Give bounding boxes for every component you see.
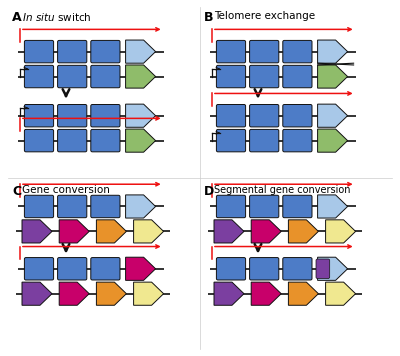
FancyBboxPatch shape [91, 129, 120, 152]
FancyBboxPatch shape [58, 104, 87, 127]
FancyBboxPatch shape [283, 104, 312, 127]
Polygon shape [126, 104, 156, 127]
FancyBboxPatch shape [216, 195, 246, 218]
FancyBboxPatch shape [283, 129, 312, 152]
Polygon shape [288, 282, 318, 305]
FancyBboxPatch shape [24, 104, 54, 127]
Polygon shape [318, 65, 348, 88]
FancyBboxPatch shape [216, 40, 246, 63]
Polygon shape [134, 282, 164, 305]
Polygon shape [318, 195, 348, 218]
FancyBboxPatch shape [91, 258, 120, 280]
Polygon shape [126, 40, 156, 63]
Polygon shape [326, 220, 356, 243]
Polygon shape [318, 257, 348, 281]
Polygon shape [59, 282, 89, 305]
Polygon shape [22, 220, 52, 243]
Polygon shape [59, 220, 89, 243]
FancyBboxPatch shape [283, 40, 312, 63]
FancyBboxPatch shape [58, 66, 87, 88]
Polygon shape [251, 220, 281, 243]
FancyBboxPatch shape [216, 66, 246, 88]
Text: D: D [204, 185, 214, 198]
Polygon shape [134, 220, 164, 243]
FancyBboxPatch shape [216, 104, 246, 127]
FancyBboxPatch shape [58, 195, 87, 218]
FancyBboxPatch shape [250, 129, 279, 152]
Polygon shape [214, 220, 244, 243]
Polygon shape [96, 220, 126, 243]
Polygon shape [126, 195, 156, 218]
FancyBboxPatch shape [316, 259, 330, 278]
FancyBboxPatch shape [216, 258, 246, 280]
FancyBboxPatch shape [58, 129, 87, 152]
FancyBboxPatch shape [216, 129, 246, 152]
FancyBboxPatch shape [24, 66, 54, 88]
FancyBboxPatch shape [91, 195, 120, 218]
Polygon shape [318, 40, 348, 63]
Polygon shape [251, 282, 281, 305]
Polygon shape [126, 257, 156, 281]
FancyBboxPatch shape [250, 258, 279, 280]
Polygon shape [126, 65, 156, 88]
Text: $\it{In\ situ}$ switch: $\it{In\ situ}$ switch [22, 11, 92, 23]
FancyBboxPatch shape [283, 66, 312, 88]
Text: B: B [204, 11, 214, 24]
Polygon shape [326, 282, 356, 305]
FancyBboxPatch shape [250, 195, 279, 218]
FancyBboxPatch shape [58, 40, 87, 63]
FancyBboxPatch shape [91, 104, 120, 127]
Text: Segmental gene conversion: Segmental gene conversion [214, 185, 350, 195]
Text: Telomere exchange: Telomere exchange [214, 11, 315, 21]
FancyBboxPatch shape [24, 129, 54, 152]
Polygon shape [214, 282, 244, 305]
Text: Gene conversion: Gene conversion [22, 185, 110, 195]
FancyBboxPatch shape [250, 66, 279, 88]
Polygon shape [318, 129, 348, 152]
FancyBboxPatch shape [58, 258, 87, 280]
FancyBboxPatch shape [250, 40, 279, 63]
FancyBboxPatch shape [283, 258, 312, 280]
FancyBboxPatch shape [24, 195, 54, 218]
FancyBboxPatch shape [24, 258, 54, 280]
FancyBboxPatch shape [250, 104, 279, 127]
Polygon shape [318, 104, 348, 127]
Text: A: A [12, 11, 22, 24]
FancyBboxPatch shape [24, 40, 54, 63]
Polygon shape [96, 282, 126, 305]
Polygon shape [22, 282, 52, 305]
FancyBboxPatch shape [91, 40, 120, 63]
FancyBboxPatch shape [91, 66, 120, 88]
Polygon shape [288, 220, 318, 243]
Text: C: C [12, 185, 21, 198]
Polygon shape [126, 129, 156, 152]
FancyBboxPatch shape [283, 195, 312, 218]
